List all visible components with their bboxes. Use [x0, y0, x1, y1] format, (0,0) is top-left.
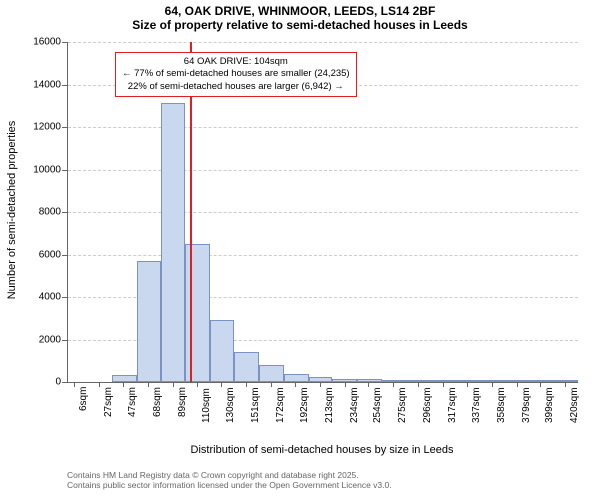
- grid-line: [68, 42, 578, 44]
- annotation-box: 64 OAK DRIVE: 104sqm ← 77% of semi-detac…: [115, 52, 357, 97]
- chart-titles: 64, OAK DRIVE, WHINMOOR, LEEDS, LS14 2BF…: [0, 0, 600, 33]
- histogram-bar: [332, 379, 357, 382]
- x-tick-mark: [197, 382, 198, 387]
- footer-line-1: Contains HM Land Registry data © Crown c…: [67, 470, 392, 480]
- footer-line-2: Contains public sector information licen…: [67, 480, 392, 490]
- x-tick-mark: [295, 382, 296, 387]
- x-tick-label: 420sqm: [569, 387, 580, 423]
- y-tick-mark: [62, 255, 67, 256]
- histogram-bar: [161, 103, 186, 382]
- x-tick-label: 337sqm: [471, 387, 482, 423]
- y-tick-mark: [62, 382, 67, 383]
- y-tick-mark: [62, 127, 67, 128]
- histogram-bar: [456, 380, 481, 382]
- x-tick-label: 47sqm: [127, 387, 138, 417]
- y-tick-mark: [62, 297, 67, 298]
- x-tick-label: 6sqm: [78, 387, 89, 411]
- x-tick-label: 296sqm: [422, 387, 433, 423]
- grid-line: [68, 170, 578, 172]
- x-tick-label: 213sqm: [324, 387, 335, 423]
- x-axis-label: Distribution of semi-detached houses by …: [67, 444, 577, 456]
- histogram-bar: [504, 380, 529, 382]
- x-tick-mark: [345, 382, 346, 387]
- y-tick-mark: [62, 212, 67, 213]
- histogram-bar: [382, 380, 406, 382]
- x-tick-mark: [99, 382, 100, 387]
- annotation-line-1: 64 OAK DRIVE: 104sqm: [122, 56, 350, 68]
- title-line-1: 64, OAK DRIVE, WHINMOOR, LEEDS, LS14 2BF: [0, 4, 600, 18]
- x-tick-mark: [517, 382, 518, 387]
- x-tick-label: 234sqm: [349, 387, 360, 423]
- x-tick-label: 151sqm: [250, 387, 261, 423]
- x-tick-mark: [368, 382, 369, 387]
- x-tick-label: 172sqm: [275, 387, 286, 423]
- histogram-bar: [137, 261, 161, 382]
- x-tick-label: 275sqm: [397, 387, 408, 423]
- annotation-line-2: ← 77% of semi-detached houses are smalle…: [122, 68, 350, 80]
- x-tick-mark: [467, 382, 468, 387]
- histogram-bar: [259, 365, 284, 382]
- grid-line: [68, 127, 578, 129]
- histogram-bar: [309, 377, 333, 382]
- x-tick-mark: [123, 382, 124, 387]
- y-tick-mark: [62, 340, 67, 341]
- x-tick-mark: [173, 382, 174, 387]
- grid-line: [68, 212, 578, 214]
- footer-attribution: Contains HM Land Registry data © Crown c…: [67, 470, 392, 490]
- histogram-bar: [234, 352, 259, 382]
- x-tick-label: 254sqm: [372, 387, 383, 423]
- x-tick-label: 89sqm: [177, 387, 188, 417]
- y-tick-mark: [62, 170, 67, 171]
- histogram-bar: [481, 380, 505, 382]
- x-tick-label: 130sqm: [225, 387, 236, 423]
- x-tick-mark: [271, 382, 272, 387]
- x-tick-mark: [246, 382, 247, 387]
- x-tick-mark: [443, 382, 444, 387]
- x-tick-label: 192sqm: [299, 387, 310, 423]
- x-tick-label: 358sqm: [496, 387, 507, 423]
- histogram-bar: [185, 244, 210, 382]
- histogram-bar: [431, 380, 456, 382]
- x-tick-mark: [418, 382, 419, 387]
- x-tick-mark: [74, 382, 75, 387]
- x-tick-mark: [320, 382, 321, 387]
- x-tick-mark: [492, 382, 493, 387]
- histogram-bar: [529, 380, 554, 382]
- x-tick-mark: [393, 382, 394, 387]
- histogram-bar: [357, 379, 382, 382]
- x-tick-label: 68sqm: [152, 387, 163, 417]
- histogram-bar: [284, 374, 309, 383]
- grid-line: [68, 255, 578, 257]
- histogram-bar: [406, 380, 431, 382]
- y-axis-label: Number of semi-detached properties: [6, 40, 18, 380]
- histogram-bar: [554, 380, 578, 382]
- x-tick-label: 27sqm: [103, 387, 114, 417]
- x-tick-mark: [565, 382, 566, 387]
- x-tick-label: 317sqm: [447, 387, 458, 423]
- x-tick-mark: [148, 382, 149, 387]
- x-tick-mark: [540, 382, 541, 387]
- histogram-bar: [210, 320, 234, 382]
- histogram-bar: [112, 375, 137, 382]
- x-tick-mark: [221, 382, 222, 387]
- x-tick-label: 379sqm: [521, 387, 532, 423]
- x-tick-label: 399sqm: [544, 387, 555, 423]
- x-tick-label: 110sqm: [201, 388, 212, 423]
- y-tick-mark: [62, 85, 67, 86]
- title-line-2: Size of property relative to semi-detach…: [0, 18, 600, 32]
- chart-container: 64, OAK DRIVE, WHINMOOR, LEEDS, LS14 2BF…: [0, 0, 600, 500]
- annotation-line-3: 22% of semi-detached houses are larger (…: [122, 81, 350, 93]
- y-tick-mark: [62, 42, 67, 43]
